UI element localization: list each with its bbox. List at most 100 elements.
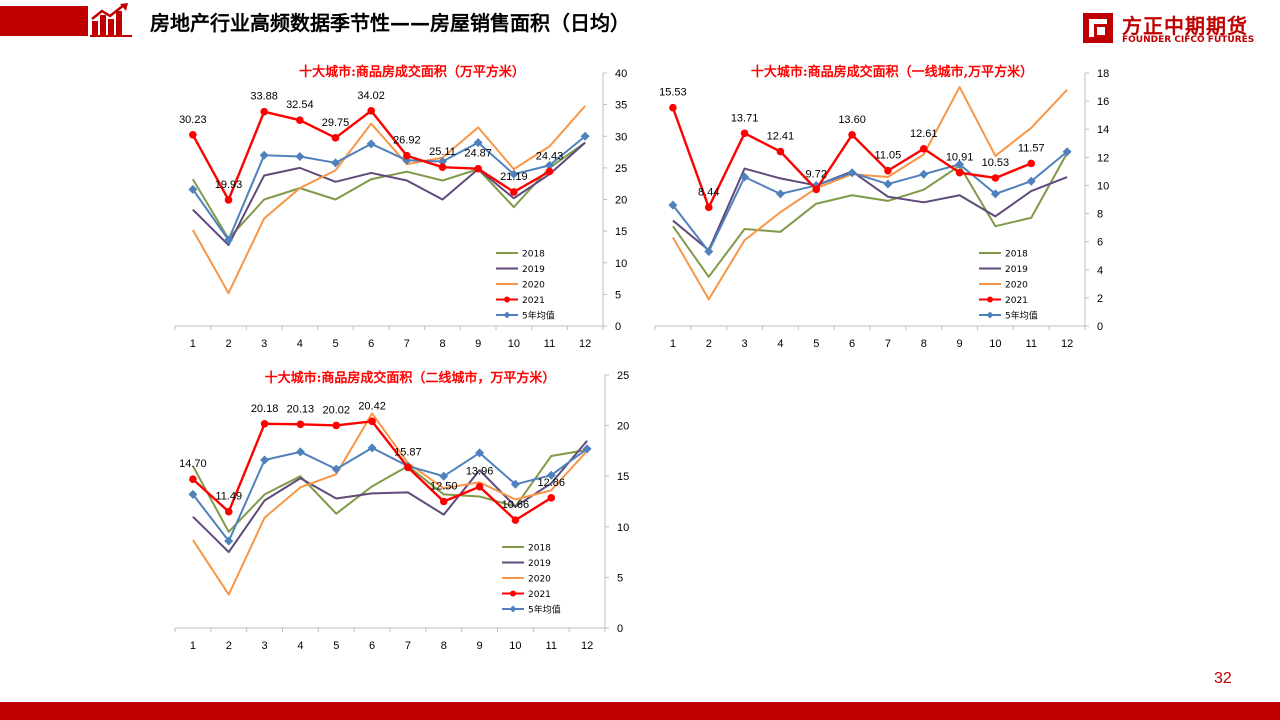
data-point-2021 (296, 116, 304, 124)
data-point-2021 (955, 168, 964, 177)
data-label: 10.66 (502, 499, 530, 511)
y-tick-label: 20 (615, 195, 627, 207)
series-line-2019 (672, 167, 1068, 252)
y-tick-label: 5 (615, 289, 621, 301)
data-point-2021 (545, 167, 554, 176)
header-accent-bar (0, 6, 88, 36)
x-tick-label: 9 (475, 338, 481, 350)
x-tick-label: 4 (777, 338, 783, 350)
y-tick-label: 4 (1097, 265, 1103, 277)
data-point-5年均值 (295, 151, 305, 161)
y-tick-label: 10 (615, 258, 627, 270)
legend-label: 2019 (522, 265, 545, 275)
series-line-2020 (672, 86, 1068, 301)
building-chart-icon (90, 3, 132, 37)
page-number: 32 (1214, 670, 1232, 687)
data-point-5年均值 (260, 455, 270, 465)
data-point-2021 (438, 163, 447, 171)
x-tick-label: 3 (262, 640, 268, 652)
series-line-5年均值 (672, 150, 1068, 253)
y-tick-label: 5 (617, 572, 623, 584)
data-label: 12.50 (430, 481, 458, 493)
data-point-5年均值 (775, 189, 785, 199)
data-point-2021 (812, 185, 821, 194)
x-tick-label: 2 (226, 640, 232, 652)
data-label: 8.44 (698, 186, 719, 198)
data-label: 24.87 (464, 148, 492, 160)
data-label: 13.60 (838, 114, 866, 126)
data-point-5年均值 (510, 479, 520, 489)
data-point-2021 (776, 147, 785, 156)
legend-label: 5年均值 (1005, 310, 1038, 322)
legend-label: 2018 (528, 544, 551, 554)
legend-marker (509, 605, 517, 613)
data-point-5年均值 (509, 169, 519, 179)
founder-logo-icon (1083, 13, 1113, 43)
y-tick-label: 16 (1097, 96, 1109, 108)
data-point-5年均值 (331, 464, 341, 474)
legend-marker (986, 311, 994, 319)
x-tick-label: 1 (190, 640, 196, 652)
chart-title: 十大城市:商品房成交面积（二线城市，万平方米） (265, 370, 556, 386)
data-point-2021 (189, 130, 197, 139)
data-point-5年均值 (580, 131, 590, 141)
data-label: 20.42 (358, 400, 386, 412)
data-point-5年均值 (582, 444, 592, 454)
data-point-5年均值 (704, 247, 714, 257)
x-tick-label: 9 (957, 338, 963, 350)
legend-marker (510, 590, 516, 597)
series-line-2020 (192, 412, 588, 596)
data-point-5年均值 (475, 448, 485, 458)
x-tick-label: 8 (441, 640, 447, 652)
data-point-2021 (704, 203, 713, 212)
data-label: 30.23 (179, 114, 207, 126)
data-point-5年均值 (259, 150, 269, 160)
y-tick-label: 12 (1097, 152, 1109, 164)
y-tick-label: 10 (617, 522, 629, 534)
x-tick-label: 3 (742, 338, 748, 350)
x-tick-label: 10 (509, 640, 521, 652)
series-line-2018 (672, 152, 1068, 278)
data-point-2021 (510, 188, 518, 196)
x-tick-label: 5 (813, 338, 819, 350)
data-point-5年均值 (473, 138, 483, 148)
x-tick-label: 2 (225, 338, 231, 350)
data-point-2021 (260, 419, 269, 428)
data-label: 13.71 (731, 112, 759, 124)
data-point-5年均值 (1062, 147, 1072, 157)
x-tick-label: 7 (885, 338, 891, 350)
x-tick-label: 5 (333, 640, 339, 652)
data-point-5年均值 (1026, 176, 1036, 186)
y-tick-label: 0 (1097, 321, 1103, 333)
data-point-2021 (511, 516, 520, 524)
data-label: 10.91 (946, 152, 974, 164)
data-point-5年均值 (188, 184, 198, 194)
data-point-5年均值 (545, 160, 554, 170)
data-point-2021 (848, 131, 856, 139)
data-label: 33.88 (250, 91, 278, 103)
data-point-2021 (439, 497, 448, 506)
y-tick-label: 6 (1097, 237, 1103, 249)
y-tick-label: 18 (1097, 68, 1109, 80)
legend-label: 2020 (1005, 281, 1028, 291)
data-label: 9.72 (806, 168, 827, 180)
x-tick-label: 12 (1061, 338, 1073, 350)
footer-bar (0, 702, 1280, 720)
data-point-2021 (1027, 159, 1036, 168)
data-point-5年均值 (331, 158, 340, 168)
data-point-2021 (474, 164, 482, 173)
x-tick-label: 7 (405, 640, 411, 652)
data-point-5年均值 (438, 157, 447, 167)
series-line-2019 (192, 141, 586, 247)
data-label: 20.18 (251, 403, 279, 415)
data-point-5年均值 (668, 200, 678, 210)
x-tick-label: 3 (261, 338, 267, 350)
data-point-2021 (260, 107, 268, 116)
series-line-5年均值 (192, 446, 588, 542)
data-label: 29.75 (322, 117, 350, 129)
data-label: 19.93 (215, 179, 243, 191)
x-tick-label: 2 (706, 338, 712, 350)
x-tick-label: 12 (579, 338, 591, 350)
data-point-2021 (224, 507, 233, 516)
x-tick-label: 8 (921, 338, 927, 350)
